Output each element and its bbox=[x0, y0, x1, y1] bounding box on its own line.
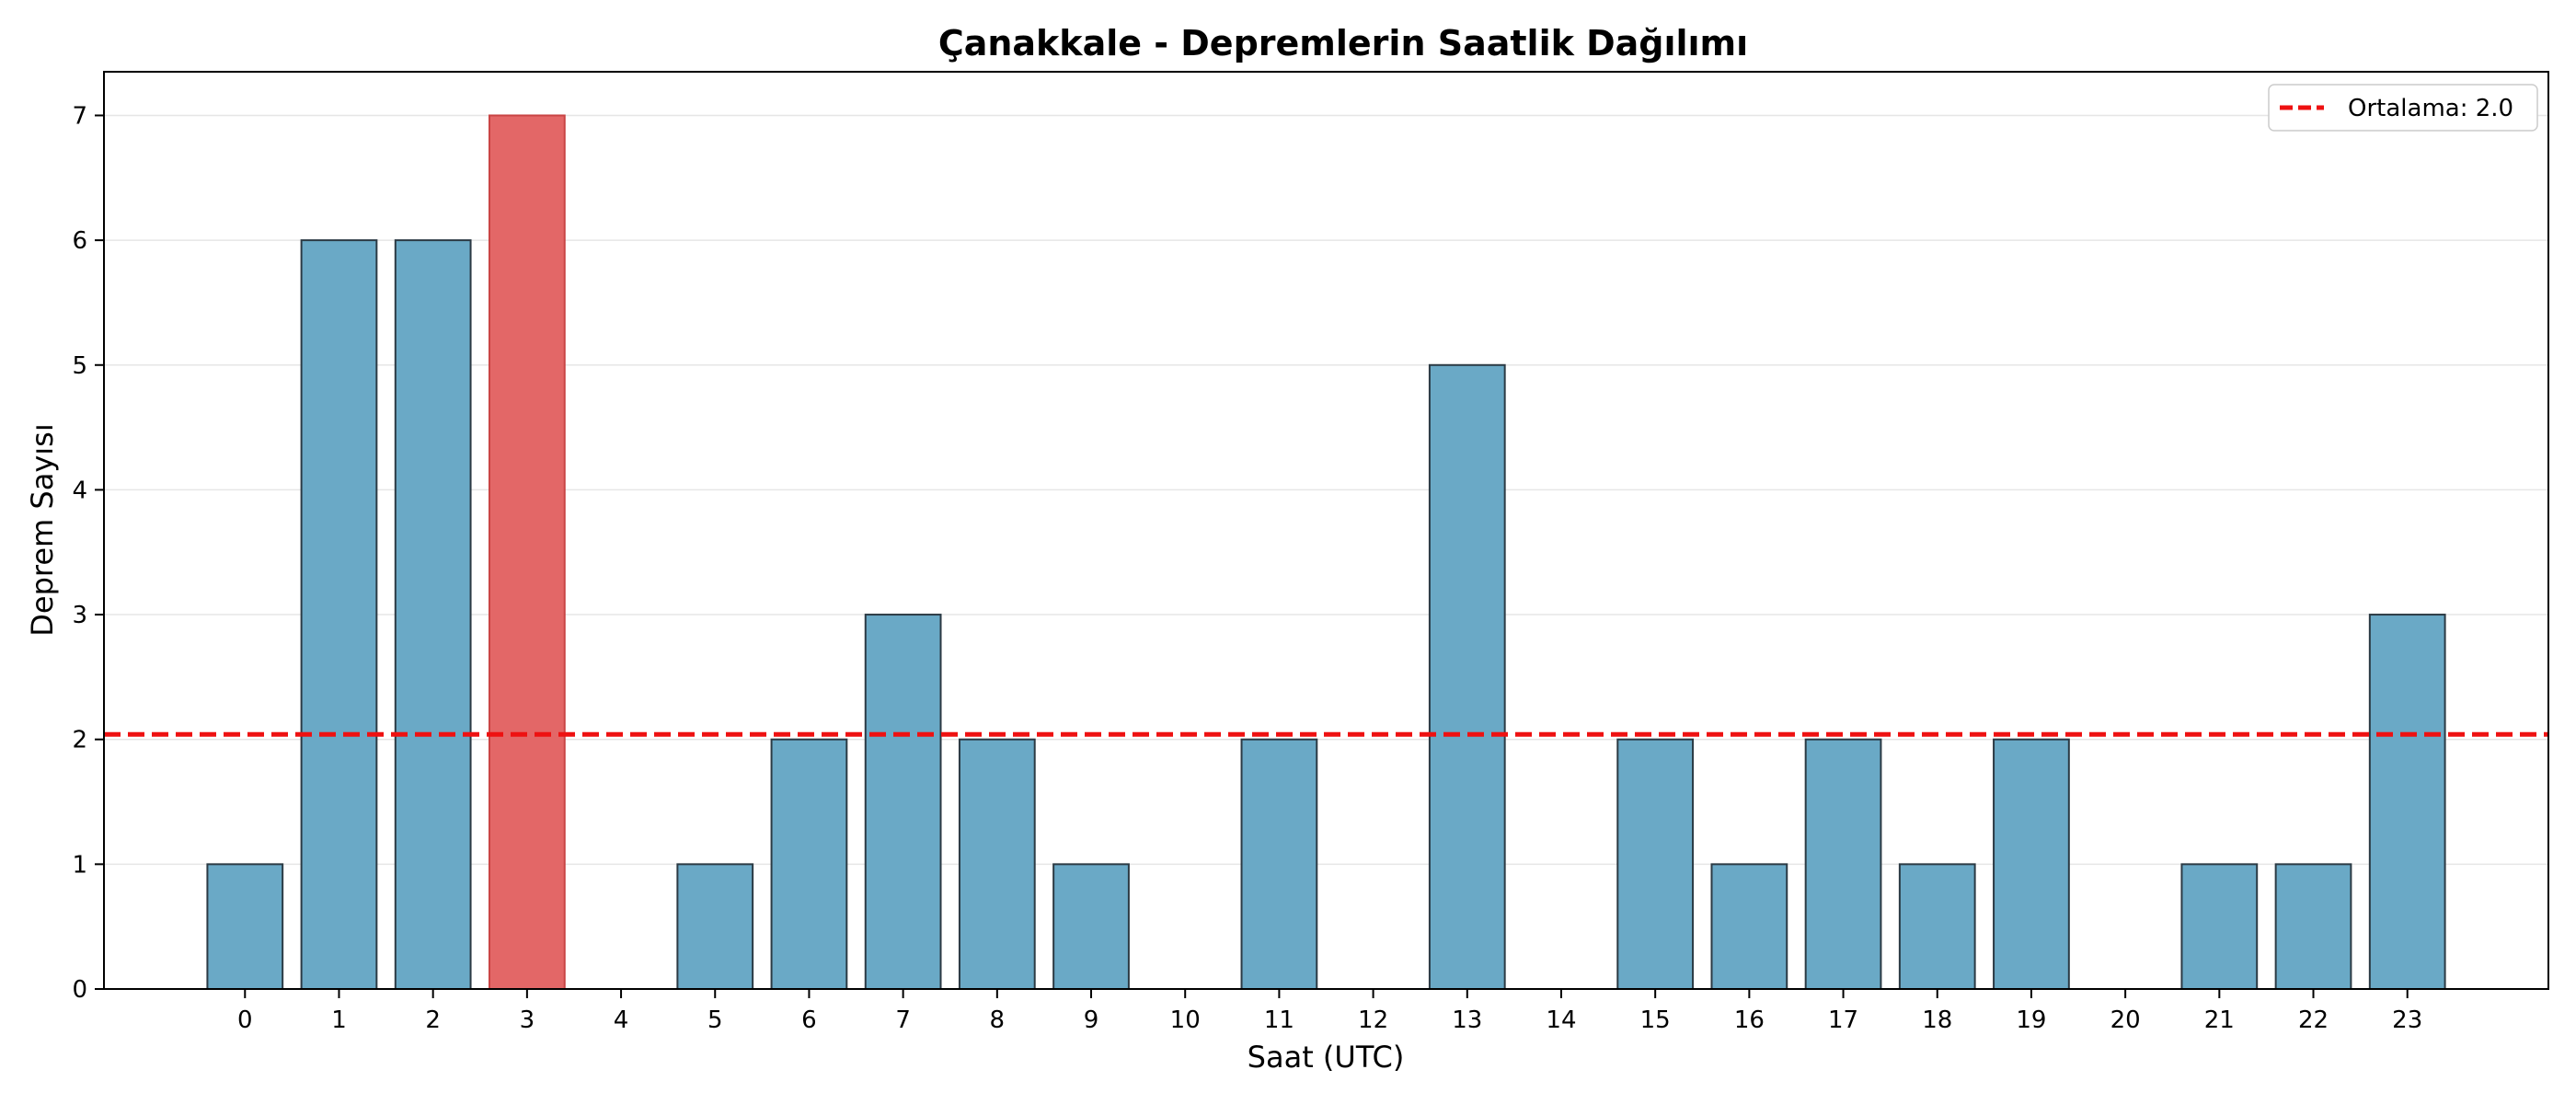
x-tick-label: 12 bbox=[1358, 1006, 1388, 1034]
bar-18 bbox=[1898, 863, 1976, 991]
y-axis-ticks: 0 1 2 3 4 5 6 7 bbox=[72, 102, 104, 1004]
plot-frame bbox=[103, 71, 2549, 990]
x-tick-label: 21 bbox=[2204, 1006, 2235, 1034]
bar-0 bbox=[206, 863, 284, 991]
y-tick-label: 3 bbox=[72, 602, 87, 629]
x-tick-label: 7 bbox=[895, 1006, 911, 1034]
legend-mean-label: Ortalama: 2.0 bbox=[2348, 95, 2513, 122]
y-tick-label: 6 bbox=[72, 227, 87, 255]
x-tick-label: 16 bbox=[1734, 1006, 1765, 1034]
bar-21 bbox=[2180, 863, 2259, 991]
bar-16 bbox=[1710, 863, 1788, 991]
x-tick-label: 18 bbox=[1922, 1006, 1952, 1034]
bar-2 bbox=[394, 239, 472, 990]
x-tick-label: 1 bbox=[331, 1006, 347, 1034]
x-tick-label: 0 bbox=[237, 1006, 253, 1034]
y-tick-label: 0 bbox=[72, 976, 87, 1004]
legend-box bbox=[2268, 84, 2538, 132]
y-tick-label: 4 bbox=[72, 477, 87, 504]
bar-19 bbox=[1993, 738, 2070, 990]
x-tick-label: 2 bbox=[425, 1006, 441, 1034]
x-tick-label: 5 bbox=[707, 1006, 723, 1034]
x-tick-label: 20 bbox=[2110, 1006, 2141, 1034]
y-tick-label: 7 bbox=[72, 102, 87, 130]
bar-6 bbox=[770, 738, 848, 990]
x-tick-label: 9 bbox=[1084, 1006, 1099, 1034]
x-tick-label: 19 bbox=[2016, 1006, 2046, 1034]
y-tick-label: 1 bbox=[72, 851, 87, 879]
x-tick-label: 8 bbox=[990, 1006, 1006, 1034]
bar-3 bbox=[488, 114, 566, 990]
x-axis-ticks: 0 1 2 3 4 5 6 7 8 9 10 11 12 13 14 15 16 17 18 19 20 21 22 23 bbox=[237, 989, 2422, 1034]
x-tick-label: 15 bbox=[1640, 1006, 1671, 1034]
x-tick-label: 10 bbox=[1170, 1006, 1201, 1034]
bar-9 bbox=[1052, 863, 1130, 991]
legend: Ortalama: 2.0 bbox=[2268, 84, 2538, 132]
x-tick-label: 17 bbox=[1828, 1006, 1858, 1034]
y-axis-label: Deprem Sayısı bbox=[25, 423, 60, 636]
bar-7 bbox=[864, 614, 942, 990]
bar-15 bbox=[1616, 738, 1695, 990]
x-tick-label: 22 bbox=[2298, 1006, 2329, 1034]
chart-title: Çanakkale - Depremlerin Saatlik Dağılımı bbox=[938, 23, 1748, 63]
x-tick-label: 6 bbox=[801, 1006, 817, 1034]
bar-23 bbox=[2368, 614, 2446, 990]
bar-11 bbox=[1240, 738, 1318, 990]
bar-5 bbox=[676, 863, 754, 991]
x-tick-label: 3 bbox=[520, 1006, 535, 1034]
x-tick-label: 11 bbox=[1264, 1006, 1294, 1034]
bar-8 bbox=[958, 738, 1036, 990]
x-tick-label: 13 bbox=[1452, 1006, 1482, 1034]
bar-17 bbox=[1804, 738, 1882, 990]
x-tick-label: 14 bbox=[1546, 1006, 1576, 1034]
x-tick-label: 23 bbox=[2392, 1006, 2422, 1034]
bar-22 bbox=[2274, 863, 2352, 991]
bar-13 bbox=[1428, 363, 1506, 990]
x-tick-label: 4 bbox=[614, 1006, 629, 1034]
bars bbox=[206, 114, 2446, 991]
y-tick-label: 2 bbox=[72, 727, 87, 754]
x-axis-label: Saat (UTC) bbox=[1248, 1040, 1405, 1075]
bar-1 bbox=[300, 239, 378, 990]
y-tick-label: 5 bbox=[72, 352, 87, 380]
